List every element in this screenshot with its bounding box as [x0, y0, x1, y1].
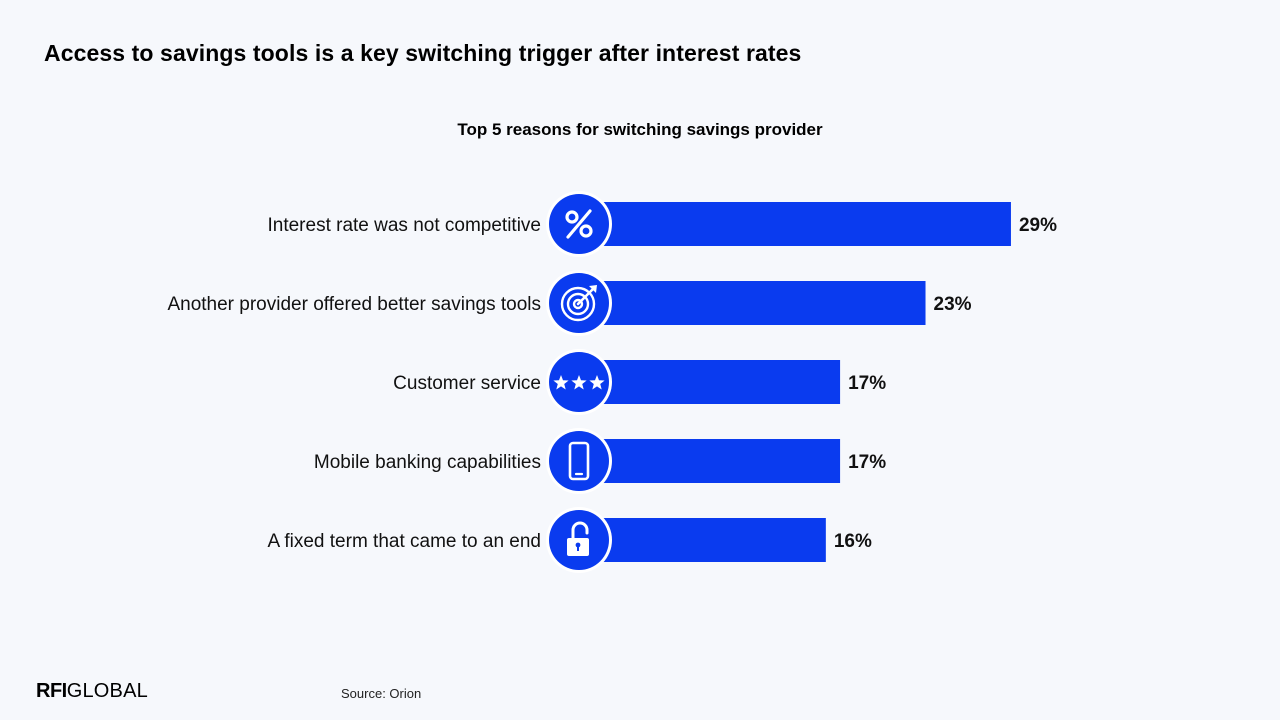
unlock-icon: [567, 521, 589, 556]
rfi-global-logo: RFIGLOBAL: [36, 680, 148, 703]
logo-text-global: GLOBAL: [66, 680, 148, 702]
value-label-5: 16%: [834, 531, 872, 552]
category-label-2: Another provider offered better savings …: [167, 294, 541, 315]
smartphone-icon: [568, 441, 590, 481]
source-note: Source: Orion: [341, 686, 422, 701]
stars-icon: [553, 375, 605, 390]
bar-5: [598, 518, 826, 562]
bar-2: [598, 281, 926, 325]
chart-title: Top 5 reasons for switching savings prov…: [457, 120, 823, 139]
category-label-1: Interest rate was not competitive: [267, 215, 541, 236]
value-label-3: 17%: [848, 373, 886, 394]
category-label-5: A fixed term that came to an end: [267, 531, 541, 552]
value-label-1: 29%: [1019, 215, 1057, 236]
bar-1: [598, 202, 1011, 246]
target-icon: [560, 285, 597, 322]
bar-3: [598, 360, 841, 404]
category-label-4: Mobile banking capabilities: [314, 452, 541, 473]
logo-text-rfi: RFI: [36, 680, 67, 702]
category-label-3: Customer service: [393, 373, 541, 394]
bar-4: [598, 439, 841, 483]
percent-icon: [565, 209, 593, 239]
icon-badge-4: [549, 431, 609, 491]
page-headline: Access to savings tools is a key switchi…: [44, 40, 802, 66]
value-label-2: 23%: [934, 294, 972, 315]
value-label-4: 17%: [848, 452, 886, 473]
